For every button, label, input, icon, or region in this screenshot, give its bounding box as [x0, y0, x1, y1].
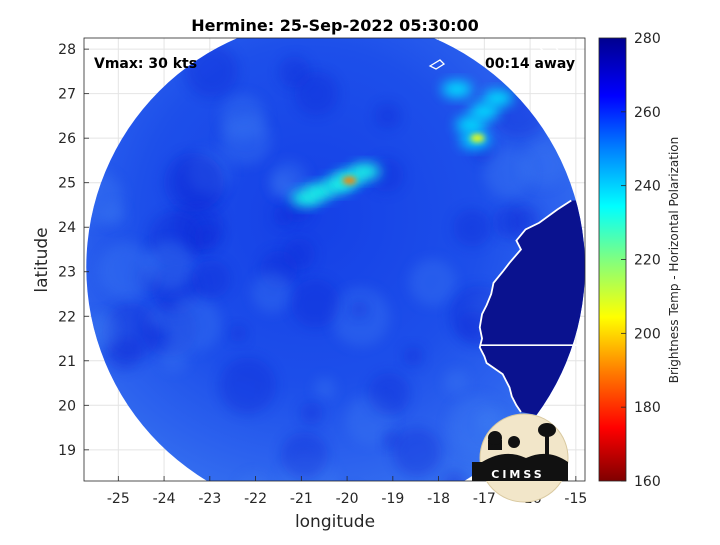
y-axis: 19 20 21 22 23 24 25 26 27 28: [58, 42, 89, 459]
texture-blob: [280, 431, 328, 480]
y-tick-label: 22: [58, 309, 76, 325]
feature-blob: [342, 176, 357, 185]
texture-blob: [392, 428, 442, 477]
vmax-label: Vmax: 30 kts: [94, 56, 197, 72]
y-tick-label: 24: [58, 220, 76, 236]
texture-blob: [192, 259, 231, 299]
time-offset-label: 00:14 away: [485, 56, 575, 72]
texture-blob: [194, 223, 221, 251]
texture-blob: [98, 242, 155, 299]
x-tick-label: -15: [564, 491, 587, 507]
y-tick-label: 28: [58, 42, 76, 58]
texture-blob: [520, 142, 566, 187]
colorbar-tick-label: 260: [634, 105, 661, 121]
x-tick-label: -21: [290, 491, 313, 507]
texture-blob: [220, 114, 272, 165]
texture-blob: [229, 324, 247, 343]
texture-blob: [159, 343, 189, 372]
plot-frame: [83, 37, 586, 482]
texture-blob: [374, 103, 401, 129]
texture-blob: [270, 173, 295, 197]
y-tick-label: 23: [58, 265, 76, 281]
swath-layer: [86, 38, 585, 481]
texture-blob: [291, 279, 340, 328]
x-tick-label: -25: [107, 491, 130, 507]
colorbar-tick-label: 180: [634, 400, 661, 416]
feature-blob: [455, 116, 486, 133]
y-tick-label: 25: [58, 176, 76, 192]
x-tick-label: -22: [244, 491, 267, 507]
colorbar-tick-label: 160: [634, 474, 661, 490]
x-tick-label: -20: [336, 491, 359, 507]
colorbar-tick-label: 200: [634, 326, 661, 342]
colorbar-tick-label: 220: [634, 253, 661, 269]
colorbar-tick-label: 280: [634, 31, 661, 47]
texture-blob: [145, 241, 194, 289]
texture-blob: [299, 401, 323, 425]
y-axis-label: latitude: [32, 227, 52, 292]
texture-blob: [369, 157, 404, 193]
colorbar: 160 180 200 220 240 260 280 Brightness Temp - …: [598, 31, 681, 490]
x-tick-label: -18: [427, 491, 450, 507]
texture-blob: [441, 471, 468, 481]
chart-title: Hermine: 25-Sep-2022 05:30:00: [191, 16, 479, 35]
texture-blob: [350, 300, 368, 318]
colorbar-ticks: 160 180 200 220 240 260 280: [621, 31, 661, 490]
y-tick-label: 21: [58, 354, 76, 370]
feature-blob: [483, 90, 514, 107]
texture-blob: [219, 357, 277, 415]
feature-blob: [470, 134, 485, 143]
x-tick-label: -19: [381, 491, 404, 507]
x-tick-label: -23: [198, 491, 221, 507]
texture-blob: [273, 205, 294, 227]
north-coast-outline: [428, 43, 560, 70]
texture-blob: [251, 272, 293, 313]
texture-blob: [294, 71, 339, 116]
texture-blob: [453, 208, 492, 247]
texture-blob: [102, 303, 160, 361]
texture-blob: [146, 307, 168, 328]
y-tick-label: 20: [58, 398, 76, 414]
texture-blob: [367, 372, 411, 416]
y-tick-label: 27: [58, 87, 76, 103]
feature-blob: [469, 103, 500, 120]
x-axis-label: longitude: [295, 512, 375, 532]
colorbar-tick-label: 240: [634, 179, 661, 195]
y-tick-label: 19: [58, 443, 76, 459]
texture-blob: [86, 171, 124, 225]
texture-blob: [165, 296, 222, 353]
texture-blob: [444, 369, 469, 394]
feature-blob: [350, 163, 381, 180]
logo-text: CIMSS: [491, 468, 544, 481]
x-tick-label: -24: [153, 491, 176, 507]
texture-blob: [403, 346, 424, 367]
y-tick-label: 26: [58, 131, 76, 147]
cimss-logo: CIMSS: [472, 413, 569, 503]
texture-blob: [314, 377, 336, 400]
texture-blob: [163, 152, 224, 213]
coastline: [478, 199, 572, 413]
features: [290, 81, 514, 207]
texture-blob: [484, 149, 532, 197]
texture-blob: [409, 258, 456, 306]
colorbar-label: Brightness Temp - Horizontal Polarizatio…: [667, 137, 681, 384]
feature-blob: [441, 81, 472, 98]
x-tick-label: -17: [473, 491, 496, 507]
